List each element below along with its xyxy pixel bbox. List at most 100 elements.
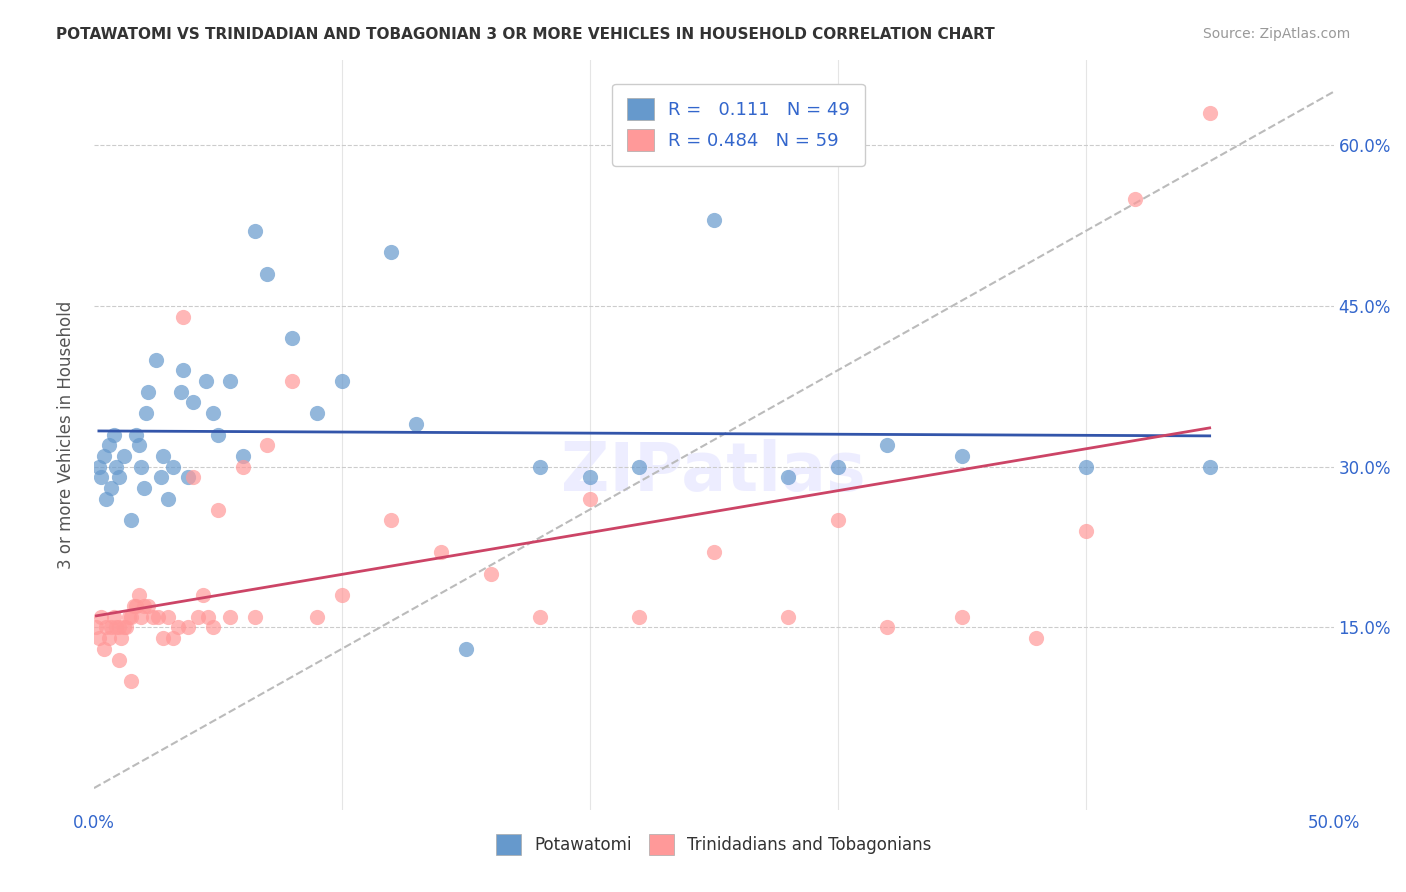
Point <box>380 245 402 260</box>
Point <box>86 620 108 634</box>
Point <box>950 449 973 463</box>
Point <box>1074 524 1097 538</box>
Point <box>129 459 152 474</box>
Point <box>827 459 849 474</box>
Point <box>90 470 112 484</box>
Point <box>430 545 453 559</box>
Point <box>125 427 148 442</box>
Point <box>207 427 229 442</box>
Point <box>128 438 150 452</box>
Point <box>93 641 115 656</box>
Y-axis label: 3 or more Vehicles in Household: 3 or more Vehicles in Household <box>58 301 75 569</box>
Point <box>827 513 849 527</box>
Point <box>135 406 157 420</box>
Point <box>105 620 128 634</box>
Point <box>177 620 200 634</box>
Point <box>197 609 219 624</box>
Point <box>330 588 353 602</box>
Point <box>181 470 204 484</box>
Point <box>170 384 193 399</box>
Point <box>479 566 502 581</box>
Point <box>529 609 551 624</box>
Point <box>578 470 600 484</box>
Point <box>307 406 329 420</box>
Point <box>132 599 155 613</box>
Point <box>529 459 551 474</box>
Point <box>87 459 110 474</box>
Point <box>145 352 167 367</box>
Point <box>138 599 160 613</box>
Point <box>120 609 142 624</box>
Point <box>1198 459 1220 474</box>
Point <box>122 599 145 613</box>
Point <box>96 620 118 634</box>
Point <box>152 449 174 463</box>
Point <box>149 470 172 484</box>
Point <box>157 609 180 624</box>
Point <box>578 491 600 506</box>
Point <box>1123 192 1146 206</box>
Point <box>107 620 129 634</box>
Point <box>129 609 152 624</box>
Point <box>201 406 224 420</box>
Point <box>100 481 122 495</box>
Point <box>194 374 217 388</box>
Point <box>107 470 129 484</box>
Point <box>87 631 110 645</box>
Point <box>162 631 184 645</box>
Point <box>1074 459 1097 474</box>
Point <box>100 620 122 634</box>
Point <box>380 513 402 527</box>
Point <box>112 449 135 463</box>
Point <box>172 363 194 377</box>
Point <box>152 631 174 645</box>
Text: ZIPatlas: ZIPatlas <box>561 439 866 505</box>
Point <box>219 374 242 388</box>
Point <box>876 620 898 634</box>
Point <box>201 620 224 634</box>
Point <box>112 620 135 634</box>
Point <box>107 652 129 666</box>
Point <box>232 449 254 463</box>
Point <box>167 620 190 634</box>
Point <box>256 267 278 281</box>
Point <box>120 673 142 688</box>
Point <box>219 609 242 624</box>
Point <box>243 224 266 238</box>
Point <box>243 609 266 624</box>
Point <box>281 331 304 345</box>
Point <box>628 459 651 474</box>
Point <box>950 609 973 624</box>
Text: Source: ZipAtlas.com: Source: ZipAtlas.com <box>1202 27 1350 41</box>
Point <box>778 609 800 624</box>
Point <box>162 459 184 474</box>
Point <box>703 213 725 227</box>
Point <box>778 470 800 484</box>
Point <box>703 545 725 559</box>
Point <box>207 502 229 516</box>
Point <box>157 491 180 506</box>
Point <box>187 609 209 624</box>
Point <box>330 374 353 388</box>
Legend: R =   0.111   N = 49, R = 0.484   N = 59: R = 0.111 N = 49, R = 0.484 N = 59 <box>613 84 865 166</box>
Point <box>1198 106 1220 120</box>
Point <box>177 470 200 484</box>
Point <box>181 395 204 409</box>
Point <box>132 481 155 495</box>
Point <box>256 438 278 452</box>
Point <box>105 459 128 474</box>
Point <box>138 384 160 399</box>
Point <box>97 438 120 452</box>
Point <box>307 609 329 624</box>
Point <box>148 609 170 624</box>
Point <box>454 641 477 656</box>
Point <box>97 631 120 645</box>
Point <box>90 609 112 624</box>
Point <box>93 449 115 463</box>
Text: POTAWATOMI VS TRINIDADIAN AND TOBAGONIAN 3 OR MORE VEHICLES IN HOUSEHOLD CORRELA: POTAWATOMI VS TRINIDADIAN AND TOBAGONIAN… <box>56 27 995 42</box>
Point <box>142 609 165 624</box>
Point <box>172 310 194 324</box>
Point <box>96 491 118 506</box>
Point <box>115 620 138 634</box>
Point <box>103 427 125 442</box>
